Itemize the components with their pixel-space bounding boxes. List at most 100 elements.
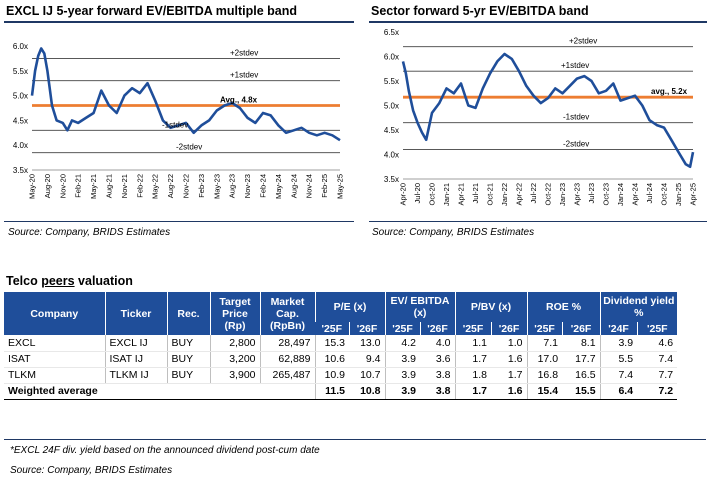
- cell-pe26: 9.4: [349, 351, 385, 368]
- cell-target: 2,800: [209, 335, 260, 352]
- band-label: +1stdev: [561, 61, 589, 70]
- cell-rec: BUY: [166, 351, 210, 368]
- band-label: -2stdev: [176, 143, 202, 152]
- y-tick-label: 5.0x: [384, 102, 399, 111]
- x-tick-label: Jul-22: [529, 183, 538, 203]
- cell-dy24: 3.9: [599, 335, 638, 352]
- x-tick-label: Oct-21: [486, 183, 495, 206]
- header-pbv-25f: '25F: [454, 322, 492, 335]
- chart1-title: EXCL IJ 5-year forward EV/EBITDA multipl…: [6, 4, 298, 18]
- band-label: avg., 5.2x: [651, 87, 688, 96]
- chart2-top-rule: [369, 21, 707, 23]
- band-label: +2stdev: [569, 37, 597, 46]
- x-tick-label: May-25: [336, 174, 345, 199]
- cell-pbv26: 1.7: [491, 367, 528, 384]
- cell-ticker: TLKM IJ: [104, 367, 167, 384]
- cell-rec: BUY: [166, 335, 210, 352]
- cell-avg-dy25: 7.2: [637, 382, 678, 400]
- chart2-source: Source: Company, BRIDS Estimates: [372, 227, 535, 238]
- y-tick-label: 5.0x: [13, 92, 28, 101]
- header-roe-25f: '25F: [526, 322, 563, 335]
- cell-company: ISAT: [4, 351, 105, 368]
- x-tick-label: Jul-24: [645, 183, 654, 203]
- x-tick-label: Aug-23: [228, 174, 237, 198]
- chart1-ev-ebitda-band: 3.5x 4.0x 4.5x 5.0x 5.5x 6.0x May-20 Aug-20 Nov-…: [13, 42, 345, 199]
- y-tick-label: 4.0x: [13, 141, 28, 150]
- y-tick-label: 4.5x: [384, 126, 399, 135]
- y-tick-label: 5.5x: [13, 67, 28, 76]
- band-label: -2stdev: [563, 140, 589, 149]
- header-ticker: Ticker: [104, 292, 167, 335]
- cell-ticker: EXCL IJ: [104, 335, 167, 352]
- x-tick-label: Oct-23: [602, 183, 611, 206]
- table-title-post: valuation: [74, 274, 133, 288]
- x-tick-label: Aug-24: [289, 174, 298, 198]
- x-tick-label: Jan-22: [500, 183, 509, 206]
- x-tick-label: Nov-21: [120, 174, 129, 198]
- table-row-weighted-average: Weighted average 11.5 10.8 3.9 3.8 1.7 1…: [4, 382, 678, 400]
- y-tick-label: 4.5x: [13, 116, 28, 125]
- cell-dy24: 5.5: [599, 351, 638, 368]
- header-company: Company: [4, 292, 105, 335]
- x-tick-label: Jan-24: [616, 183, 625, 206]
- header-pe-25f: '25F: [315, 322, 349, 335]
- y-tick-label: 6.5x: [384, 28, 399, 37]
- cell-ev26: 3.6: [420, 351, 456, 368]
- table-footnote: *EXCL 24F div. yield based on the announ…: [4, 439, 706, 457]
- cell-roe26: 17.7: [562, 351, 601, 368]
- chart2-sector-ev-ebitda-band: 3.5x 4.0x 4.5x 5.0x 5.5x 6.0x 6.5x Apr-20 Jul-20…: [384, 28, 698, 206]
- x-tick-label: Apr-21: [457, 183, 466, 206]
- cell-dy24: 7.4: [599, 367, 638, 384]
- cell-pbv26: 1.6: [491, 351, 528, 368]
- cell-company: TLKM: [4, 367, 105, 384]
- x-tick-label: Oct-24: [660, 183, 669, 206]
- x-tick-label: Nov-23: [243, 174, 252, 198]
- x-tick-label: May-22: [151, 174, 160, 199]
- header-ev-26f: '26F: [419, 322, 456, 335]
- cell-pe26: 13.0: [349, 335, 385, 352]
- band-label: +1stdev: [230, 71, 258, 80]
- x-tick-label: Oct-20: [428, 183, 437, 206]
- x-tick-label: Feb-25: [320, 174, 329, 198]
- band-label: Avg., 4.8x: [220, 96, 258, 105]
- cell-avg-pbv25: 1.7: [454, 382, 492, 400]
- table-row: TLKM TLKM IJ BUY 3,900 265,487 10.9 10.7…: [4, 367, 678, 384]
- cell-pe25: 10.6: [314, 351, 349, 368]
- cell-dy25: 4.6: [637, 335, 678, 352]
- cell-pbv25: 1.7: [454, 351, 492, 368]
- chart2-bottom-rule: [369, 221, 707, 222]
- cell-company: EXCL: [4, 335, 105, 352]
- y-tick-label: 3.5x: [384, 175, 399, 184]
- x-tick-label: Feb-23: [197, 174, 206, 198]
- cell-avg-ev25: 3.9: [384, 382, 420, 400]
- x-tick-label: Apr-25: [689, 183, 698, 206]
- cell-roe25: 7.1: [526, 335, 563, 352]
- cell-target: 3,200: [209, 351, 260, 368]
- x-tick-label: Jul-23: [587, 183, 596, 203]
- y-tick-label: 6.0x: [13, 42, 28, 51]
- x-tick-label: Apr-20: [399, 183, 408, 206]
- cell-roe25: 16.8: [526, 367, 563, 384]
- table-source: Source: Company, BRIDS Estimates: [10, 465, 173, 476]
- band-label: +2stdev: [230, 48, 258, 57]
- cell-pbv26: 1.0: [491, 335, 528, 352]
- x-tick-label: Feb-21: [74, 174, 83, 198]
- header-market-cap: Market Cap. (RpBn): [259, 292, 315, 335]
- cell-pbv25: 1.8: [454, 367, 492, 384]
- x-tick-label: Feb-22: [135, 174, 144, 198]
- x-tick-label: Apr-24: [631, 183, 640, 206]
- x-tick-label: May-21: [89, 174, 98, 199]
- x-tick-label: Oct-22: [544, 183, 553, 206]
- header-dy-24f: '24F: [599, 322, 638, 335]
- peers-valuation-table: Company Ticker Rec. Target Price (Rp) Ma…: [4, 292, 678, 400]
- x-tick-label: Jan-25: [674, 183, 683, 206]
- x-tick-label: Aug-20: [43, 174, 52, 198]
- table-title-pre: Telco: [6, 274, 42, 288]
- header-rec: Rec.: [166, 292, 210, 335]
- chart1-top-rule: [4, 21, 354, 23]
- series-line: [401, 52, 695, 169]
- cell-avg-pe25: 11.5: [314, 382, 349, 400]
- table-row: EXCL EXCL IJ BUY 2,800 28,497 15.3 13.0 …: [4, 335, 678, 352]
- header-dy-25f: '25F: [636, 322, 678, 335]
- cell-mcap: 28,497: [259, 335, 315, 352]
